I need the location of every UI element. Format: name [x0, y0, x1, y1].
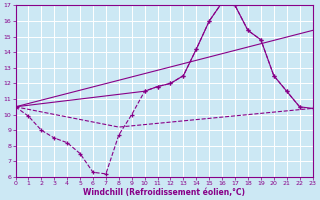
X-axis label: Windchill (Refroidissement éolien,°C): Windchill (Refroidissement éolien,°C)	[83, 188, 245, 197]
